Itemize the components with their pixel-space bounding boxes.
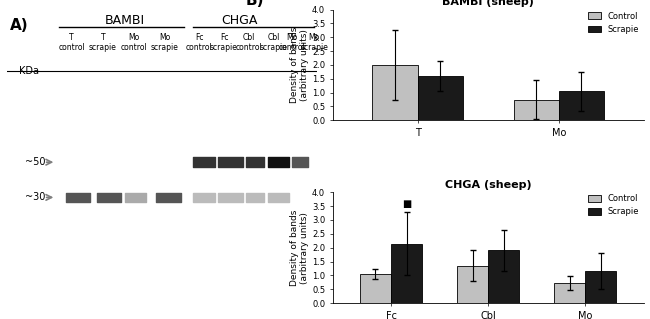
Text: B): B): [246, 0, 265, 8]
Text: T
control: T control: [58, 33, 85, 52]
Text: ~50: ~50: [25, 157, 46, 167]
Text: ~30: ~30: [25, 192, 46, 202]
Title: CHGA (sheep): CHGA (sheep): [445, 180, 532, 190]
Text: Fc
scrapie: Fc scrapie: [210, 33, 238, 52]
Text: Mo
control: Mo control: [279, 33, 306, 52]
Title: BAMBI (sheep): BAMBI (sheep): [442, 0, 534, 7]
Legend: Control, Scrapie: Control, Scrapie: [585, 8, 642, 37]
Text: BAMBI: BAMBI: [105, 14, 145, 27]
Bar: [488, 250, 519, 303]
Text: Mo
scrapie: Mo scrapie: [300, 33, 328, 52]
Text: Cbl
scrapie: Cbl scrapie: [260, 33, 288, 52]
Bar: [360, 274, 391, 303]
Text: Mo
scrapie: Mo scrapie: [151, 33, 179, 52]
Y-axis label: Density of bands
(arbitrary units): Density of bands (arbitrary units): [290, 210, 309, 286]
Text: T
scrapie: T scrapie: [89, 33, 117, 52]
Text: ■: ■: [402, 199, 411, 210]
Y-axis label: Density of bands
(arbitrary units): Density of bands (arbitrary units): [290, 27, 309, 103]
Bar: [585, 271, 616, 303]
Bar: [514, 100, 559, 120]
Text: KDa: KDa: [19, 66, 39, 76]
Bar: [554, 283, 585, 303]
Bar: [391, 243, 422, 303]
Bar: [417, 76, 463, 120]
Text: Cbl
control: Cbl control: [235, 33, 262, 52]
Text: CHGA: CHGA: [222, 14, 258, 27]
Bar: [559, 91, 604, 120]
Text: A): A): [10, 19, 28, 33]
Bar: [372, 65, 417, 120]
Text: Mo
control: Mo control: [120, 33, 148, 52]
Bar: [457, 266, 488, 303]
Legend: Control, Scrapie: Control, Scrapie: [585, 191, 642, 220]
Text: Fc
control: Fc control: [186, 33, 213, 52]
